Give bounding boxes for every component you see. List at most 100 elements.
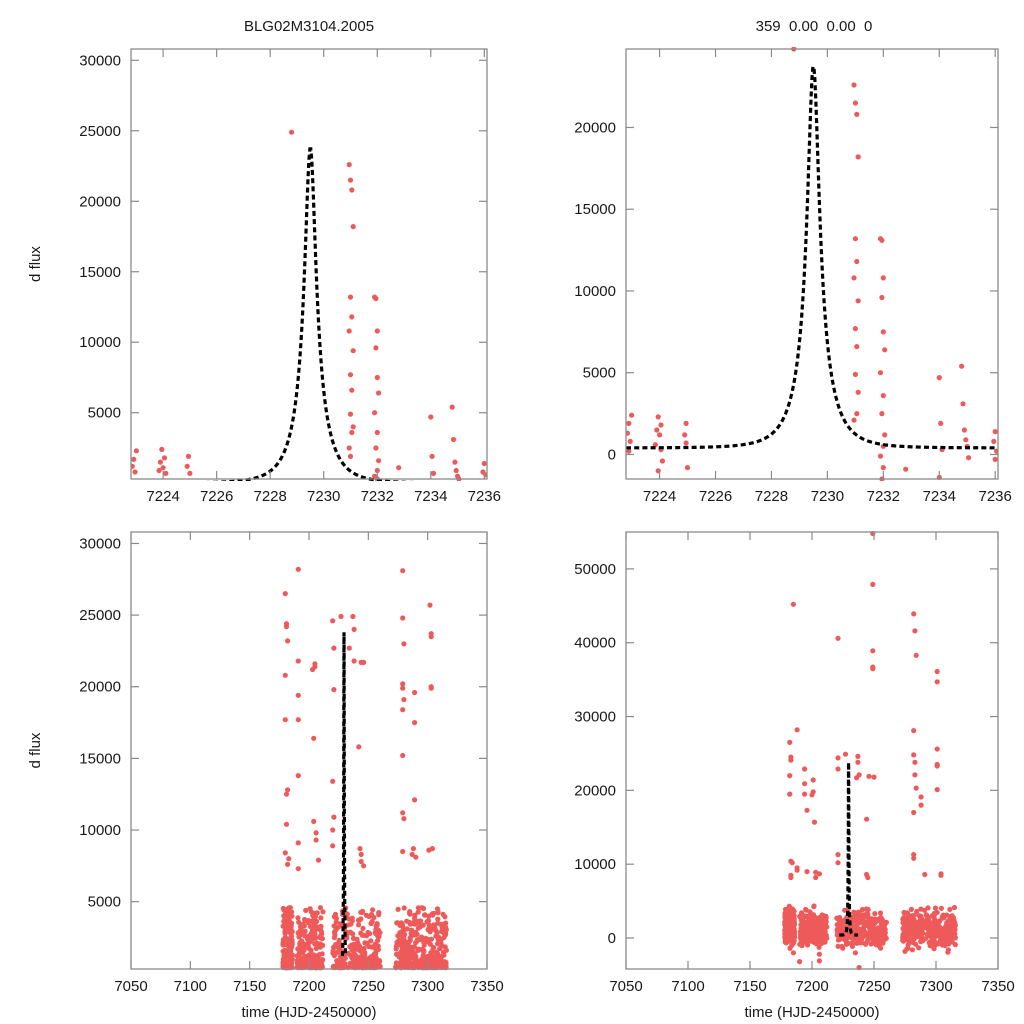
plot-frame	[130, 531, 488, 970]
data-point	[160, 465, 166, 471]
data-point	[854, 940, 860, 946]
data-point	[400, 685, 406, 691]
data-point	[302, 933, 308, 939]
data-point	[295, 658, 301, 664]
data-point	[338, 964, 345, 970]
data-point	[421, 942, 427, 948]
data-point	[412, 689, 418, 696]
data-point	[400, 752, 406, 759]
data-point	[286, 856, 292, 862]
data-point	[296, 919, 302, 925]
data-point	[351, 941, 357, 947]
data-point	[428, 685, 434, 691]
data-point	[918, 794, 924, 800]
data-point	[788, 912, 794, 918]
data-point	[903, 466, 909, 472]
data-point	[407, 911, 413, 917]
data-point	[934, 668, 940, 675]
data-point	[992, 429, 998, 435]
data-point	[316, 942, 322, 948]
data-point	[282, 717, 288, 723]
data-point	[882, 347, 888, 353]
data-point	[335, 944, 341, 950]
data-point	[285, 787, 291, 793]
data-point	[816, 951, 823, 957]
data-point	[906, 916, 912, 922]
data-point	[355, 941, 361, 947]
data-point	[911, 912, 917, 918]
data-point	[374, 374, 380, 381]
data-point	[401, 641, 407, 647]
data-point	[429, 453, 435, 459]
data-point	[312, 923, 318, 929]
data-point	[131, 456, 137, 462]
data-point	[414, 938, 420, 944]
data-point	[848, 935, 855, 941]
data-point	[313, 837, 319, 843]
data-point	[297, 932, 303, 938]
data-point	[682, 432, 688, 438]
data-point	[880, 925, 886, 931]
data-point	[331, 814, 337, 820]
data-point	[314, 910, 320, 916]
data-point	[788, 874, 794, 881]
data-point	[282, 672, 288, 678]
data-point	[331, 687, 337, 693]
data-point	[788, 757, 794, 763]
data-point	[481, 460, 487, 467]
data-point	[945, 949, 951, 955]
data-point	[994, 448, 998, 454]
data-point	[430, 947, 436, 953]
data-point	[798, 914, 804, 920]
data-point	[363, 958, 369, 964]
data-point	[371, 914, 377, 921]
data-point	[347, 294, 354, 300]
data-point	[335, 924, 341, 930]
data-point	[369, 918, 375, 925]
data-point	[911, 855, 917, 861]
data-point	[356, 744, 362, 750]
data-point	[938, 420, 944, 426]
data-point	[131, 463, 135, 469]
data-point	[683, 440, 689, 446]
data-point	[376, 933, 382, 939]
data-point	[949, 939, 955, 945]
data-point	[289, 952, 295, 958]
data-point	[880, 465, 886, 471]
data-point	[410, 846, 416, 852]
x-tick-label: 7224	[643, 488, 676, 505]
data-point	[415, 925, 421, 931]
data-point	[852, 326, 859, 332]
data-point	[358, 956, 364, 962]
data-point	[399, 929, 405, 935]
data-point	[335, 949, 341, 955]
y-tick-label: 15000	[79, 264, 121, 281]
data-point	[854, 411, 860, 417]
data-points	[626, 47, 998, 481]
data-point	[349, 429, 355, 436]
data-point	[683, 420, 689, 426]
data-point	[865, 874, 871, 881]
data-point	[311, 915, 317, 921]
data-point	[313, 830, 319, 836]
data-point	[856, 928, 862, 934]
data-point	[863, 940, 869, 946]
y-tick-label: 40000	[574, 635, 616, 652]
data-point	[960, 401, 966, 407]
data-point	[411, 944, 418, 950]
data-point	[946, 921, 952, 927]
x-tick-label: 7232	[867, 488, 900, 505]
data-point	[161, 455, 168, 461]
data-point	[372, 410, 378, 416]
x-tick-label: 7234	[414, 488, 447, 505]
x-tick-label: 7100	[174, 978, 207, 995]
data-point	[430, 470, 437, 476]
data-point	[374, 467, 380, 474]
data-point	[952, 922, 958, 929]
data-point	[794, 727, 800, 733]
data-point	[346, 162, 352, 168]
data-point	[804, 807, 810, 813]
data-point	[305, 959, 311, 965]
data-point	[420, 952, 426, 958]
data-point	[905, 937, 912, 944]
